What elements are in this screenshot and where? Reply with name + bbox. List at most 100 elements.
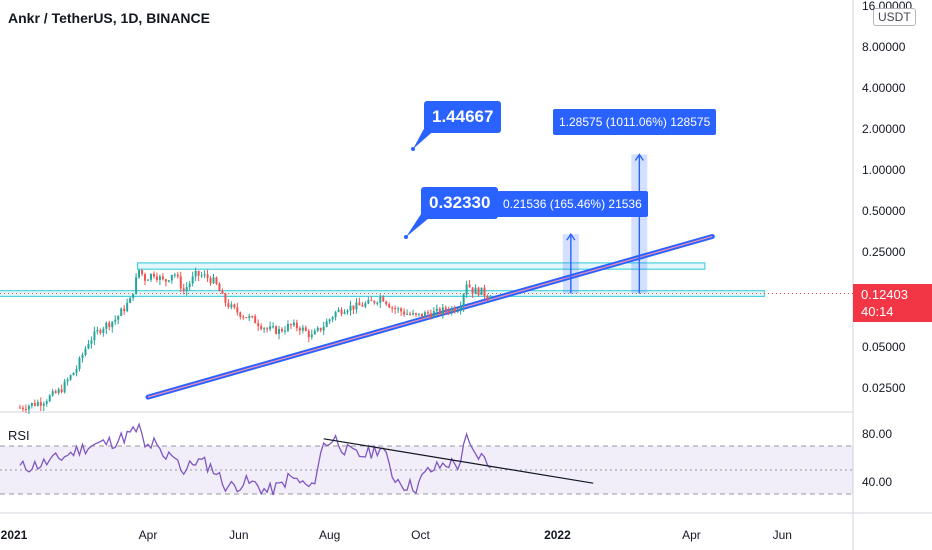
candle-body xyxy=(370,300,373,302)
callout-anchor xyxy=(404,235,408,239)
y-tick-label: 8.00000 xyxy=(862,40,906,54)
candle-body xyxy=(60,389,63,393)
candle-body xyxy=(218,283,221,292)
candle-body xyxy=(307,330,310,338)
candle-body xyxy=(54,391,57,393)
candle-body xyxy=(48,395,51,402)
candle-countdown: 40:14 xyxy=(861,304,894,319)
rsi-tick-label: 80.00 xyxy=(862,427,892,441)
y-tick-label: 0.02500 xyxy=(862,381,906,395)
candle-body xyxy=(230,304,233,308)
candle-body xyxy=(75,369,78,373)
candle-body xyxy=(102,328,105,333)
candle-body xyxy=(283,330,286,332)
candle-body xyxy=(462,294,465,307)
candle-body xyxy=(123,308,126,312)
candle-body xyxy=(286,324,289,331)
candle-body xyxy=(33,403,36,406)
candle-body xyxy=(447,310,450,313)
candle-body xyxy=(173,274,176,276)
x-tick-label: 2021 xyxy=(1,528,28,542)
candle-body xyxy=(167,280,170,282)
price-callout-breakout[interactable]: 0.32330 xyxy=(421,187,499,219)
candle-body xyxy=(295,322,298,329)
candle-body xyxy=(257,323,260,327)
x-tick-label: Apr xyxy=(682,528,701,542)
candle-body xyxy=(141,269,144,275)
candle-body xyxy=(57,389,60,393)
candle-body xyxy=(489,297,492,299)
candle-body xyxy=(438,308,441,314)
candle-body xyxy=(152,273,155,277)
candle-body xyxy=(444,307,447,311)
y-tick-label: 0.05000 xyxy=(862,340,906,354)
candle-body xyxy=(349,305,352,311)
candle-body xyxy=(254,316,257,324)
x-tick-label: 2022 xyxy=(544,528,571,542)
candle-body xyxy=(292,322,295,326)
x-tick-label: Jun xyxy=(773,528,792,542)
candle-body xyxy=(63,381,66,393)
candle-body xyxy=(129,297,132,304)
candle-body xyxy=(132,293,135,298)
x-tick-label: Apr xyxy=(139,528,158,542)
candle-body xyxy=(477,287,480,295)
candle-body xyxy=(185,287,188,291)
y-tick-label: 2.00000 xyxy=(862,122,906,136)
candle-body xyxy=(206,274,209,278)
rsi-label: RSI xyxy=(8,428,30,443)
candle-body xyxy=(81,354,84,358)
candle-body xyxy=(215,277,218,284)
candle-body xyxy=(194,270,197,277)
candle-body xyxy=(420,313,423,317)
zones-layer xyxy=(0,262,853,298)
candle-body xyxy=(343,312,346,314)
candle-body xyxy=(21,407,24,409)
y-tick-label: 0.50000 xyxy=(862,204,906,218)
candle-body xyxy=(432,311,435,318)
candle-body xyxy=(51,391,54,396)
measure-label-large[interactable]: 1.28575 (1011.06%) 128575 xyxy=(553,109,717,135)
candle-body xyxy=(96,330,99,332)
candle-body xyxy=(18,407,21,409)
candle-body xyxy=(272,326,275,328)
candle-body xyxy=(242,316,245,318)
candle-body xyxy=(310,334,313,338)
candle-body xyxy=(435,308,438,312)
candle-body xyxy=(334,311,337,318)
callout-anchor xyxy=(411,147,415,151)
candle-body xyxy=(158,276,161,280)
candle-body xyxy=(233,304,236,308)
rsi-trendline xyxy=(323,438,594,484)
price-callout-high[interactable]: 1.44667 xyxy=(424,101,502,133)
candle-body xyxy=(24,408,27,410)
candle-body xyxy=(170,274,173,281)
y-tick-label: 1.00000 xyxy=(862,163,906,177)
candle-body xyxy=(331,317,334,320)
candle-body xyxy=(465,284,468,295)
current-price-tag: 0.12403 40:14 xyxy=(853,284,932,322)
candle-body xyxy=(164,279,167,282)
x-tick-label: Jun xyxy=(229,528,248,542)
candle-body xyxy=(266,328,269,330)
candle-body xyxy=(179,276,182,289)
candle-body xyxy=(99,330,102,333)
candle-body xyxy=(346,310,349,313)
candle-body xyxy=(108,322,111,328)
currency-unit-badge[interactable]: USDT xyxy=(873,8,916,26)
candle-body xyxy=(483,287,486,296)
candle-body xyxy=(450,307,453,313)
candle-body xyxy=(316,327,319,331)
candle-body xyxy=(373,300,376,303)
candle-body xyxy=(278,328,281,334)
candle-body xyxy=(301,327,304,331)
y-tick-label: 4.00000 xyxy=(862,81,906,95)
measure-label-small[interactable]: 0.21536 (165.46%) 21536 xyxy=(497,191,648,217)
candle-body xyxy=(227,302,230,308)
candle-body xyxy=(176,274,179,277)
candle-body xyxy=(468,284,471,288)
candle-body xyxy=(474,287,477,294)
candle-body xyxy=(289,324,292,326)
